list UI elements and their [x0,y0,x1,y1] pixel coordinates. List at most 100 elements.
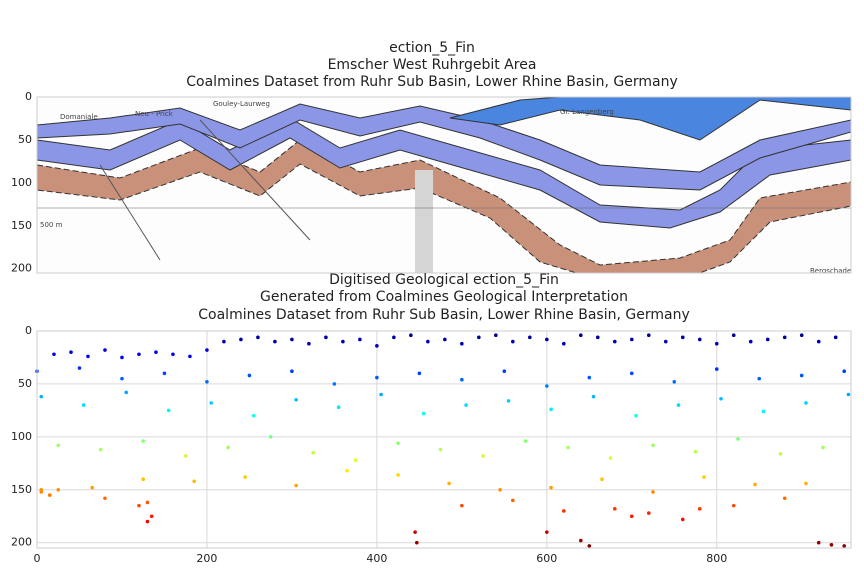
point [137,352,141,357]
point [545,384,549,388]
point [426,339,430,344]
point [205,348,209,352]
point [90,485,95,490]
point [103,496,107,501]
point [332,382,337,386]
point [417,371,422,376]
y-tick-label: 0 [25,90,32,103]
point [56,487,61,492]
point [498,487,502,492]
point [69,350,73,354]
point [545,530,549,534]
grid-layer [36,330,851,548]
axes-frame [36,96,852,274]
y-tick-label: 200 [11,536,32,549]
point [736,437,740,441]
image-label: Gr. Langenberg [560,108,614,116]
point [816,540,821,545]
point [833,335,838,340]
point [528,335,532,340]
point [566,445,570,450]
point [464,403,468,407]
point [120,376,124,381]
point [612,507,617,511]
point [680,335,685,340]
point [162,371,167,376]
point [52,352,56,357]
point [183,454,188,458]
point [251,413,256,418]
point [379,392,383,397]
point [523,439,528,443]
point [680,517,685,522]
point [714,341,719,346]
point [782,335,787,340]
image-label: Domaniale [60,113,98,121]
y-tick-label: 50 [18,377,32,390]
point [447,481,451,486]
point [629,337,634,342]
point [145,500,150,505]
point [697,337,702,342]
x-tick-label: 600 [536,552,557,565]
title-line: Emscher West Ruhrgebit Area [328,57,537,73]
point [799,373,804,378]
image-gap [415,170,433,273]
point [511,339,515,344]
point [460,503,464,508]
y-tick-label: 100 [11,430,32,443]
x-tick-label: 400 [366,552,387,565]
point [247,373,252,378]
point [545,337,549,342]
point [149,514,154,519]
point [821,445,825,450]
point [816,339,821,344]
point [702,475,706,479]
axis-layer: 0 50 100 150 200 [11,90,852,275]
point [804,481,808,486]
point [549,407,553,412]
point [757,376,762,381]
point [460,341,464,346]
point [324,335,328,340]
point [256,335,260,340]
title-line: ection_5_Fin [389,40,475,56]
point [396,473,400,477]
point [651,443,655,448]
point [842,369,847,374]
point [345,468,349,473]
image-label: 500 m [40,221,63,229]
point [141,477,146,481]
point [294,398,298,402]
x-tick-label: 800 [706,552,727,565]
point [438,447,443,452]
point [39,490,44,494]
axes-frame [36,330,852,549]
point [358,337,362,342]
point [719,396,723,401]
point [578,333,583,338]
point [77,366,82,370]
point [98,447,103,452]
layer-brown [37,139,851,273]
point [460,377,464,382]
point [396,441,400,446]
point [595,335,600,340]
point [294,483,298,488]
point [443,337,447,342]
point [375,375,379,380]
title-line: Generated from Coalmines Geological Inte… [260,289,628,305]
point [506,399,511,403]
point [226,445,230,450]
point [804,401,808,405]
point [842,544,847,548]
point [629,514,634,519]
point [562,341,566,346]
point [103,348,107,352]
point [748,339,753,344]
point [413,530,417,534]
point [549,485,553,490]
point [511,498,515,503]
point [562,509,566,513]
